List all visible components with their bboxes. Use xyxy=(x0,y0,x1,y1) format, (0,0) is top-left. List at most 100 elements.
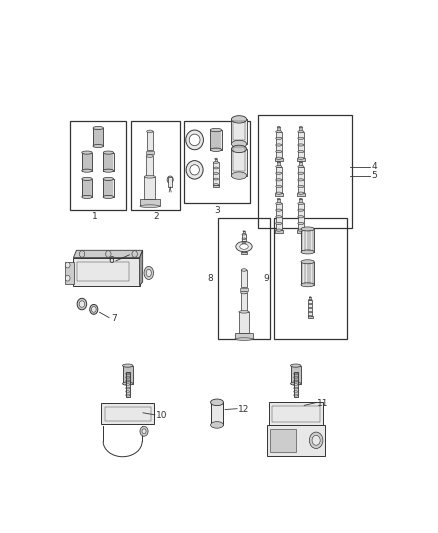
Bar xyxy=(231,149,247,175)
Bar xyxy=(93,128,103,146)
Text: 12: 12 xyxy=(238,405,249,414)
Ellipse shape xyxy=(242,238,246,239)
Text: 11: 11 xyxy=(317,399,328,408)
Ellipse shape xyxy=(144,266,154,279)
Ellipse shape xyxy=(213,178,219,180)
Circle shape xyxy=(79,301,85,308)
Bar xyxy=(297,158,305,161)
Bar xyxy=(276,204,282,230)
Bar xyxy=(242,235,246,252)
Bar xyxy=(272,406,320,422)
Ellipse shape xyxy=(290,364,301,367)
Ellipse shape xyxy=(276,216,282,218)
Ellipse shape xyxy=(276,150,282,153)
Text: 4: 4 xyxy=(371,162,377,171)
Circle shape xyxy=(142,429,146,434)
Ellipse shape xyxy=(211,422,223,428)
Bar xyxy=(268,402,323,425)
Ellipse shape xyxy=(240,244,248,249)
Bar xyxy=(274,218,346,339)
Bar xyxy=(213,163,219,184)
Bar xyxy=(270,429,296,451)
Bar xyxy=(235,333,253,339)
Circle shape xyxy=(106,251,111,257)
Ellipse shape xyxy=(301,282,314,287)
Bar xyxy=(103,179,113,197)
Ellipse shape xyxy=(298,131,304,133)
Ellipse shape xyxy=(231,140,247,148)
Ellipse shape xyxy=(231,172,247,179)
Ellipse shape xyxy=(308,316,312,317)
Ellipse shape xyxy=(82,151,92,154)
Polygon shape xyxy=(74,257,140,286)
Circle shape xyxy=(92,306,96,312)
Ellipse shape xyxy=(308,311,312,313)
Bar xyxy=(231,119,247,144)
Bar xyxy=(267,425,325,456)
Bar xyxy=(240,311,248,313)
Ellipse shape xyxy=(276,131,282,133)
Ellipse shape xyxy=(146,269,151,277)
Ellipse shape xyxy=(276,222,282,224)
Bar xyxy=(184,122,250,204)
Bar xyxy=(210,130,222,150)
Bar xyxy=(301,262,314,285)
Ellipse shape xyxy=(231,116,247,123)
Ellipse shape xyxy=(82,169,92,172)
Ellipse shape xyxy=(298,192,304,194)
Ellipse shape xyxy=(213,161,219,164)
Ellipse shape xyxy=(298,137,304,140)
Bar xyxy=(298,132,304,158)
Bar xyxy=(211,402,223,425)
Ellipse shape xyxy=(298,165,304,168)
Ellipse shape xyxy=(239,311,249,313)
Ellipse shape xyxy=(298,172,304,174)
Ellipse shape xyxy=(308,308,312,309)
Bar xyxy=(241,270,247,287)
Bar xyxy=(308,300,312,316)
Ellipse shape xyxy=(240,292,247,294)
Ellipse shape xyxy=(298,179,304,181)
Bar xyxy=(123,366,133,384)
Ellipse shape xyxy=(277,126,280,128)
Bar xyxy=(233,122,245,140)
Bar xyxy=(308,316,313,318)
Ellipse shape xyxy=(215,158,217,159)
Bar xyxy=(290,366,301,384)
Bar xyxy=(277,162,280,166)
Bar xyxy=(293,372,298,397)
Bar xyxy=(299,162,302,166)
Ellipse shape xyxy=(190,165,199,175)
Bar xyxy=(240,288,247,291)
Ellipse shape xyxy=(276,203,282,205)
Ellipse shape xyxy=(242,243,246,244)
Ellipse shape xyxy=(276,229,282,231)
Ellipse shape xyxy=(123,364,133,367)
Bar xyxy=(65,262,74,284)
Circle shape xyxy=(65,276,70,281)
Bar xyxy=(218,218,270,339)
Ellipse shape xyxy=(123,382,133,385)
Ellipse shape xyxy=(299,126,302,128)
Bar xyxy=(258,115,352,228)
Bar xyxy=(146,151,154,154)
Text: 8: 8 xyxy=(208,274,214,283)
Bar xyxy=(243,231,245,235)
Text: 5: 5 xyxy=(371,171,377,180)
Ellipse shape xyxy=(276,209,282,211)
Ellipse shape xyxy=(290,382,301,385)
Bar xyxy=(275,193,283,196)
Polygon shape xyxy=(74,251,143,257)
Ellipse shape xyxy=(82,177,92,181)
Ellipse shape xyxy=(144,175,155,178)
Bar xyxy=(105,407,151,421)
Ellipse shape xyxy=(277,161,280,163)
Ellipse shape xyxy=(213,184,219,185)
Bar xyxy=(239,312,249,333)
Text: 7: 7 xyxy=(111,314,117,323)
Bar xyxy=(240,293,247,312)
Ellipse shape xyxy=(186,130,203,150)
Bar xyxy=(309,297,311,300)
Ellipse shape xyxy=(211,399,223,406)
Ellipse shape xyxy=(82,196,92,198)
